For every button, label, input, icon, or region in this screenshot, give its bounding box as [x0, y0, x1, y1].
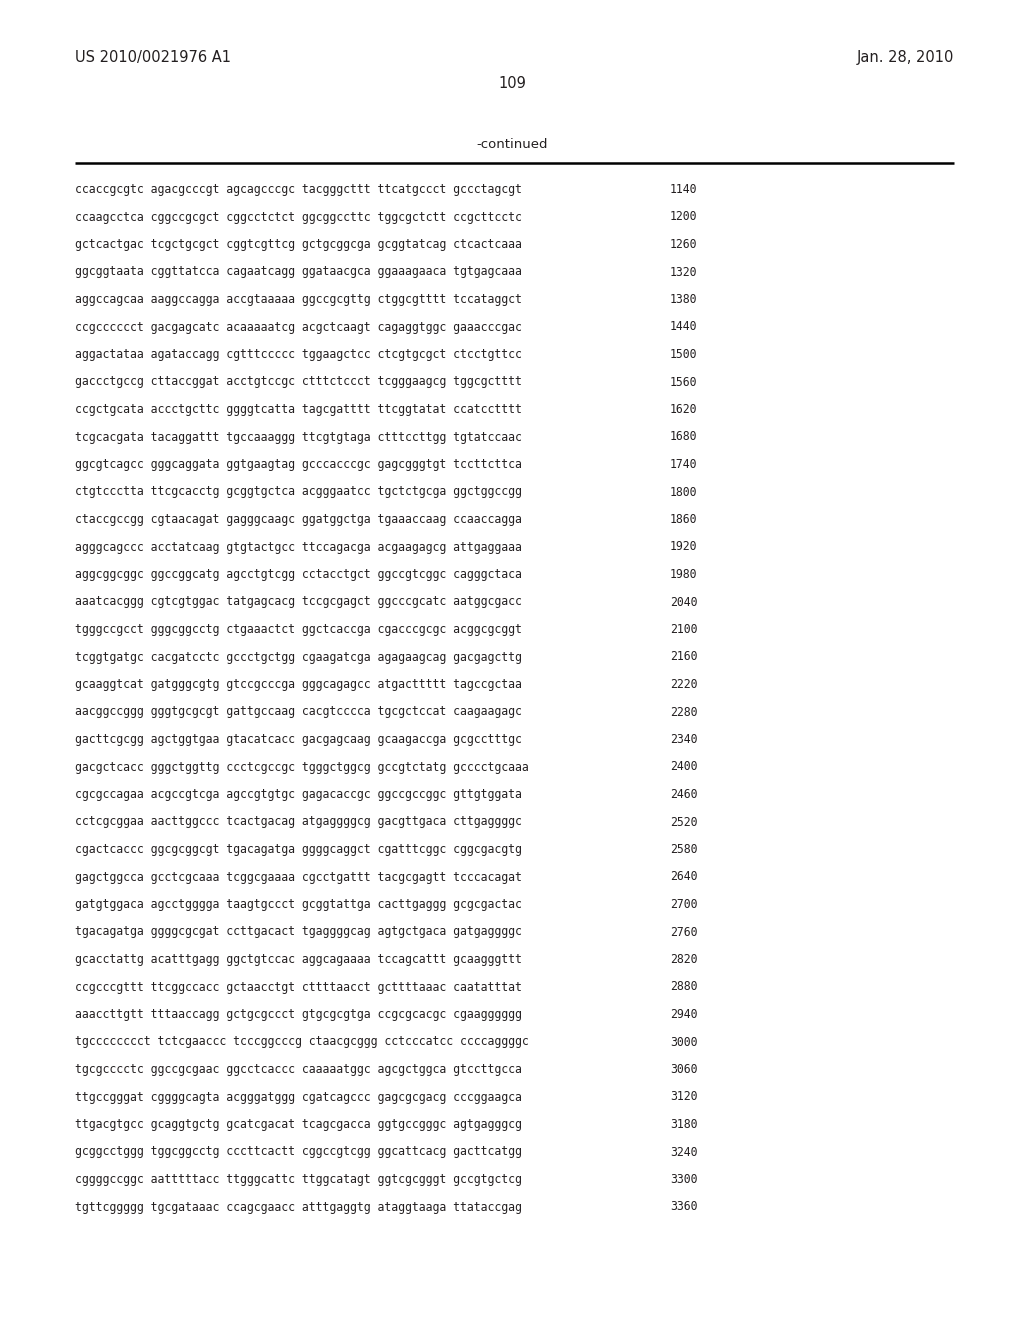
Text: ccgctgcata accctgcttc ggggtcatta tagcgatttt ttcggtatat ccatcctttt: ccgctgcata accctgcttc ggggtcatta tagcgat… [75, 403, 522, 416]
Text: 3000: 3000 [670, 1035, 697, 1048]
Text: 2100: 2100 [670, 623, 697, 636]
Text: 1980: 1980 [670, 568, 697, 581]
Text: agggcagccc acctatcaag gtgtactgcc ttccagacga acgaagagcg attgaggaaa: agggcagccc acctatcaag gtgtactgcc ttccaga… [75, 540, 522, 553]
Text: 2880: 2880 [670, 981, 697, 994]
Text: tgcgcccctc ggccgcgaac ggcctcaccc caaaaatggc agcgctggca gtccttgcca: tgcgcccctc ggccgcgaac ggcctcaccc caaaaat… [75, 1063, 522, 1076]
Text: ccaccgcgtc agacgcccgt agcagcccgc tacgggcttt ttcatgccct gccctagcgt: ccaccgcgtc agacgcccgt agcagcccgc tacgggc… [75, 183, 522, 195]
Text: -continued: -continued [476, 139, 548, 150]
Text: 1260: 1260 [670, 238, 697, 251]
Text: 2640: 2640 [670, 870, 697, 883]
Text: 2460: 2460 [670, 788, 697, 801]
Text: gctcactgac tcgctgcgct cggtcgttcg gctgcggcga gcggtatcag ctcactcaaa: gctcactgac tcgctgcgct cggtcgttcg gctgcgg… [75, 238, 522, 251]
Text: tcgcacgata tacaggattt tgccaaaggg ttcgtgtaga ctttccttgg tgtatccaac: tcgcacgata tacaggattt tgccaaaggg ttcgtgt… [75, 430, 522, 444]
Text: cctcgcggaa aacttggccc tcactgacag atgaggggcg gacgttgaca cttgaggggc: cctcgcggaa aacttggccc tcactgacag atgaggg… [75, 816, 522, 829]
Text: cgcgccagaa acgccgtcga agccgtgtgc gagacaccgc ggccgccggc gttgtggata: cgcgccagaa acgccgtcga agccgtgtgc gagacac… [75, 788, 522, 801]
Text: ccgcccccct gacgagcatc acaaaaatcg acgctcaagt cagaggtggc gaaacccgac: ccgcccccct gacgagcatc acaaaaatcg acgctca… [75, 321, 522, 334]
Text: tgggccgcct gggcggcctg ctgaaactct ggctcaccga cgacccgcgc acggcgcggt: tgggccgcct gggcggcctg ctgaaactct ggctcac… [75, 623, 522, 636]
Text: gcacctattg acatttgagg ggctgtccac aggcagaaaa tccagcattt gcaagggttt: gcacctattg acatttgagg ggctgtccac aggcaga… [75, 953, 522, 966]
Text: ctaccgccgg cgtaacagat gagggcaagc ggatggctga tgaaaccaag ccaaccagga: ctaccgccgg cgtaacagat gagggcaagc ggatggc… [75, 513, 522, 525]
Text: 3180: 3180 [670, 1118, 697, 1131]
Text: 3060: 3060 [670, 1063, 697, 1076]
Text: 3360: 3360 [670, 1200, 697, 1213]
Text: gcggcctggg tggcggcctg cccttcactt cggccgtcgg ggcattcacg gacttcatgg: gcggcctggg tggcggcctg cccttcactt cggccgt… [75, 1146, 522, 1159]
Text: gcaaggtcat gatgggcgtg gtccgcccga gggcagagcc atgacttttt tagccgctaa: gcaaggtcat gatgggcgtg gtccgcccga gggcaga… [75, 678, 522, 690]
Text: ggcggtaata cggttatcca cagaatcagg ggataacgca ggaaagaaca tgtgagcaaa: ggcggtaata cggttatcca cagaatcagg ggataac… [75, 265, 522, 279]
Text: 1380: 1380 [670, 293, 697, 306]
Text: gatgtggaca agcctgggga taagtgccct gcggtattga cacttgaggg gcgcgactac: gatgtggaca agcctgggga taagtgccct gcggtat… [75, 898, 522, 911]
Text: 2700: 2700 [670, 898, 697, 911]
Text: ccaagcctca cggccgcgct cggcctctct ggcggccttc tggcgctctt ccgcttcctc: ccaagcctca cggccgcgct cggcctctct ggcggcc… [75, 210, 522, 223]
Text: 1740: 1740 [670, 458, 697, 471]
Text: 1140: 1140 [670, 183, 697, 195]
Text: aggcggcggc ggccggcatg agcctgtcgg cctacctgct ggccgtcggc cagggctaca: aggcggcggc ggccggcatg agcctgtcgg cctacct… [75, 568, 522, 581]
Text: 1680: 1680 [670, 430, 697, 444]
Text: ttgacgtgcc gcaggtgctg gcatcgacat tcagcgacca ggtgccgggc agtgagggcg: ttgacgtgcc gcaggtgctg gcatcgacat tcagcga… [75, 1118, 522, 1131]
Text: 3240: 3240 [670, 1146, 697, 1159]
Text: 1860: 1860 [670, 513, 697, 525]
Text: tgttcggggg tgcgataaac ccagcgaacc atttgaggtg ataggtaaga ttataccgag: tgttcggggg tgcgataaac ccagcgaacc atttgag… [75, 1200, 522, 1213]
Text: 2220: 2220 [670, 678, 697, 690]
Text: 2940: 2940 [670, 1008, 697, 1020]
Text: gacgctcacc gggctggttg ccctcgccgc tgggctggcg gccgtctatg gcccctgcaaa: gacgctcacc gggctggttg ccctcgccgc tgggctg… [75, 760, 528, 774]
Text: aggactataa agataccagg cgtttccccc tggaagctcc ctcgtgcgct ctcctgttcc: aggactataa agataccagg cgtttccccc tggaagc… [75, 348, 522, 360]
Text: 2820: 2820 [670, 953, 697, 966]
Text: 109: 109 [498, 77, 526, 91]
Text: cggggccggc aatttttacc ttgggcattc ttggcatagt ggtcgcgggt gccgtgctcg: cggggccggc aatttttacc ttgggcattc ttggcat… [75, 1173, 522, 1185]
Text: 2160: 2160 [670, 651, 697, 664]
Text: tgacagatga ggggcgcgat ccttgacact tgaggggcag agtgctgaca gatgaggggc: tgacagatga ggggcgcgat ccttgacact tgagggg… [75, 925, 522, 939]
Text: 1200: 1200 [670, 210, 697, 223]
Text: ctgtccctta ttcgcacctg gcggtgctca acgggaatcc tgctctgcga ggctggccgg: ctgtccctta ttcgcacctg gcggtgctca acgggaa… [75, 486, 522, 499]
Text: 2280: 2280 [670, 705, 697, 718]
Text: 1320: 1320 [670, 265, 697, 279]
Text: tgcccccccct tctcgaaccc tcccggcccg ctaacgcggg cctcccatcc ccccaggggc: tgcccccccct tctcgaaccc tcccggcccg ctaacg… [75, 1035, 528, 1048]
Text: aggccagcaa aaggccagga accgtaaaaa ggccgcgttg ctggcgtttt tccataggct: aggccagcaa aaggccagga accgtaaaaa ggccgcg… [75, 293, 522, 306]
Text: 1800: 1800 [670, 486, 697, 499]
Text: gaccctgccg cttaccggat acctgtccgc ctttctccct tcgggaagcg tggcgctttt: gaccctgccg cttaccggat acctgtccgc ctttctc… [75, 375, 522, 388]
Text: 2580: 2580 [670, 843, 697, 855]
Text: 2760: 2760 [670, 925, 697, 939]
Text: tcggtgatgc cacgatcctc gccctgctgg cgaagatcga agagaagcag gacgagcttg: tcggtgatgc cacgatcctc gccctgctgg cgaagat… [75, 651, 522, 664]
Text: 2040: 2040 [670, 595, 697, 609]
Text: cgactcaccc ggcgcggcgt tgacagatga ggggcaggct cgatttcggc cggcgacgtg: cgactcaccc ggcgcggcgt tgacagatga ggggcag… [75, 843, 522, 855]
Text: US 2010/0021976 A1: US 2010/0021976 A1 [75, 50, 231, 65]
Text: 1560: 1560 [670, 375, 697, 388]
Text: 1920: 1920 [670, 540, 697, 553]
Text: 1500: 1500 [670, 348, 697, 360]
Text: gagctggcca gcctcgcaaa tcggcgaaaa cgcctgattt tacgcgagtt tcccacagat: gagctggcca gcctcgcaaa tcggcgaaaa cgcctga… [75, 870, 522, 883]
Text: aaaccttgtt tttaaccagg gctgcgccct gtgcgcgtga ccgcgcacgc cgaagggggg: aaaccttgtt tttaaccagg gctgcgccct gtgcgcg… [75, 1008, 522, 1020]
Text: ccgcccgttt ttcggccacc gctaacctgt cttttaacct gcttttaaac caatatttat: ccgcccgttt ttcggccacc gctaacctgt cttttaa… [75, 981, 522, 994]
Text: 3120: 3120 [670, 1090, 697, 1104]
Text: aaatcacggg cgtcgtggac tatgagcacg tccgcgagct ggcccgcatc aatggcgacc: aaatcacggg cgtcgtggac tatgagcacg tccgcga… [75, 595, 522, 609]
Text: 2520: 2520 [670, 816, 697, 829]
Text: aacggccggg gggtgcgcgt gattgccaag cacgtcccca tgcgctccat caagaagagc: aacggccggg gggtgcgcgt gattgccaag cacgtcc… [75, 705, 522, 718]
Text: ggcgtcagcc gggcaggata ggtgaagtag gcccacccgc gagcgggtgt tccttcttca: ggcgtcagcc gggcaggata ggtgaagtag gcccacc… [75, 458, 522, 471]
Text: 1440: 1440 [670, 321, 697, 334]
Text: 2340: 2340 [670, 733, 697, 746]
Text: Jan. 28, 2010: Jan. 28, 2010 [857, 50, 954, 65]
Text: 1620: 1620 [670, 403, 697, 416]
Text: gacttcgcgg agctggtgaa gtacatcacc gacgagcaag gcaagaccga gcgcctttgc: gacttcgcgg agctggtgaa gtacatcacc gacgagc… [75, 733, 522, 746]
Text: 3300: 3300 [670, 1173, 697, 1185]
Text: ttgccgggat cggggcagta acgggatggg cgatcagccc gagcgcgacg cccggaagca: ttgccgggat cggggcagta acgggatggg cgatcag… [75, 1090, 522, 1104]
Text: 2400: 2400 [670, 760, 697, 774]
